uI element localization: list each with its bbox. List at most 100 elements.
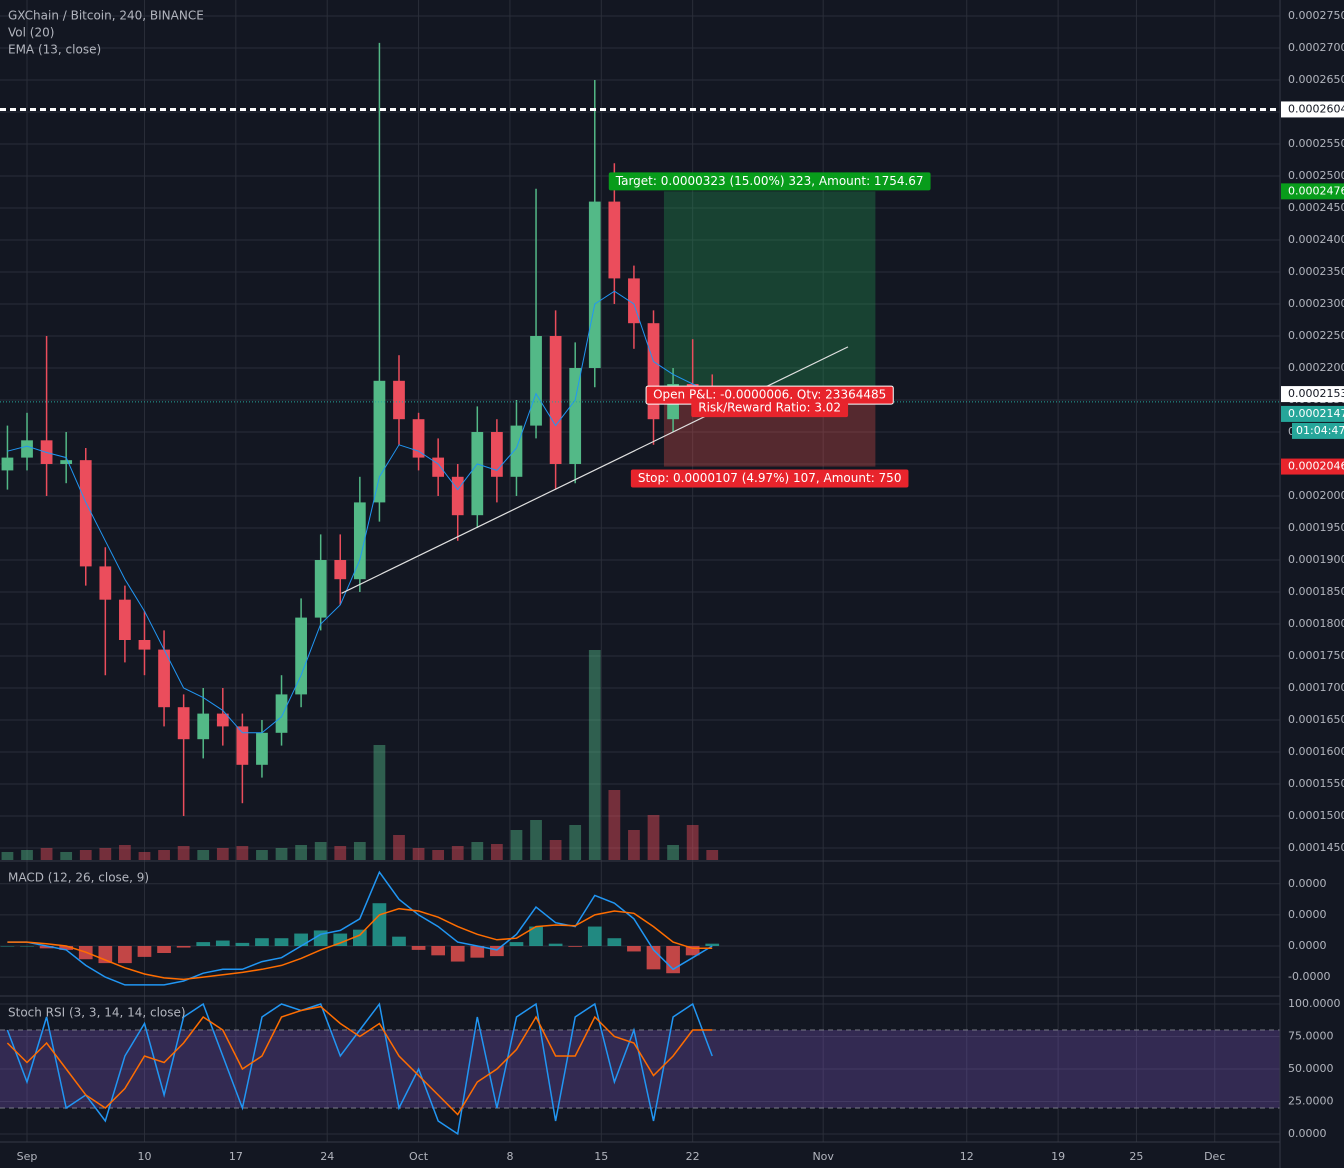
candle-body: [79, 460, 92, 567]
volume-bar: [60, 852, 73, 860]
candle-body: [412, 419, 425, 458]
histogram-bar: [274, 938, 289, 946]
volume-bar: [314, 842, 327, 860]
histogram-bar: [392, 936, 406, 946]
histogram-bar: [118, 946, 132, 964]
candle-body: [236, 726, 249, 765]
x-tick-label: 22: [686, 1150, 700, 1163]
line-price-label-box: [1281, 101, 1344, 118]
candle-body: [197, 713, 210, 740]
y-tick-label: 0.0000: [1288, 908, 1327, 921]
volume-bar: [412, 848, 425, 860]
volume-bar: [491, 844, 503, 860]
symbol-title: GXChain / Bitcoin, 240, BINANCE: [8, 9, 204, 23]
volume-bar: [138, 852, 151, 860]
countdown: 01:04:47: [1296, 424, 1344, 437]
y-tick-label: 0.0001900: [1288, 553, 1344, 566]
candle-body: [432, 457, 445, 477]
volume-bar: [177, 846, 190, 860]
y-tick-label: 50.0000: [1288, 1062, 1334, 1075]
histogram-bar: [157, 946, 171, 953]
y-tick-label: 0.0001500: [1288, 809, 1344, 822]
y-tick-label: 0.0001700: [1288, 681, 1344, 694]
y-tick-label: 0.0002250: [1288, 329, 1344, 342]
volume-bar: [628, 830, 640, 860]
y-tick-label: 0.0002450: [1288, 201, 1344, 214]
x-tick-label: 15: [594, 1150, 608, 1163]
x-tick-label: 24: [320, 1150, 334, 1163]
d-line: [6, 1005, 713, 1116]
histogram-bar: [235, 942, 250, 946]
candle-body: [21, 440, 33, 458]
last-price-label: 0.0002147: [1288, 407, 1344, 420]
position-label-box: [691, 399, 849, 418]
candle-body: [628, 278, 640, 324]
volume-bar: [21, 850, 33, 860]
last-price-label-box: [1281, 405, 1344, 422]
y-tick-label: 0.0002750: [1288, 9, 1344, 22]
x-tick-label: 8: [506, 1150, 513, 1163]
histogram-bar: [294, 933, 308, 946]
volume-bar: [471, 842, 484, 860]
candle-body: [647, 323, 660, 420]
target-price-label: 0.0002476: [1288, 184, 1344, 197]
indicator-label: Vol (20): [8, 26, 54, 40]
candle-body: [373, 380, 386, 503]
candle-body: [491, 432, 503, 477]
volume-bar: [393, 835, 405, 860]
histogram-bar: [627, 946, 641, 952]
histogram-bar: [176, 946, 191, 948]
y-tick-label: 0.0001850: [1288, 585, 1344, 598]
histogram-bar: [411, 946, 426, 950]
candle-body: [451, 476, 464, 516]
histogram-bar: [646, 946, 661, 970]
entry-price-label: 0.0002153: [1288, 387, 1344, 400]
stoch-band: [0, 1030, 1280, 1108]
y-tick-label: 0.0001450: [1288, 841, 1344, 854]
histogram-bar: [529, 926, 543, 946]
position-label: Stop: 0.0000107 (4.97%) 107, Amount: 750: [638, 471, 902, 485]
volume-bar: [158, 850, 170, 860]
x-tick-label: 17: [229, 1150, 243, 1163]
candle-body: [588, 201, 601, 368]
histogram-bar: [431, 946, 446, 956]
candle-body: [216, 713, 229, 727]
histogram-bar: [215, 940, 230, 946]
volume-bar: [236, 846, 249, 860]
candle-body: [295, 617, 307, 695]
y-tick-label: 0.0000: [1288, 939, 1327, 952]
candle-body: [353, 502, 366, 580]
volume-bar: [373, 745, 386, 860]
candle-body: [60, 460, 73, 464]
volume-bar: [530, 820, 542, 860]
macd-line: [7, 870, 713, 986]
position-label: Risk/Reward Ratio: 3.02: [698, 401, 841, 415]
histogram-bar: [568, 946, 583, 947]
volume-bar: [510, 830, 523, 860]
histogram-bar: [255, 938, 269, 946]
histogram-bar: [705, 943, 720, 946]
y-tick-label: 0.0002300: [1288, 297, 1344, 310]
candle-body: [569, 368, 582, 464]
volume-bar: [608, 790, 621, 860]
candle-body: [275, 694, 288, 733]
indicator-label: EMA (13, close): [8, 43, 101, 57]
candle-body: [1, 457, 14, 471]
candle-body: [99, 566, 112, 600]
x-tick-label: Dec: [1204, 1150, 1225, 1163]
candle-body: [158, 649, 170, 708]
position-label: Target: 0.0000323 (15.00%) 323, Amount: …: [615, 174, 924, 188]
macd-title: MACD (12, 26, close, 9): [8, 871, 149, 885]
position-label: Open P&L: -0.0000006, Qty: 23364485: [653, 388, 886, 402]
volume-bar: [549, 840, 562, 860]
histogram-bar: [0, 946, 15, 947]
x-tick-label: 12: [960, 1150, 974, 1163]
volume-bar: [197, 850, 210, 860]
volume-bar: [216, 848, 229, 860]
histogram-bar: [509, 942, 524, 946]
histogram-bar: [59, 946, 74, 950]
candle-body: [314, 560, 327, 618]
signal-line: [7, 907, 713, 981]
histogram-bar: [39, 946, 54, 949]
